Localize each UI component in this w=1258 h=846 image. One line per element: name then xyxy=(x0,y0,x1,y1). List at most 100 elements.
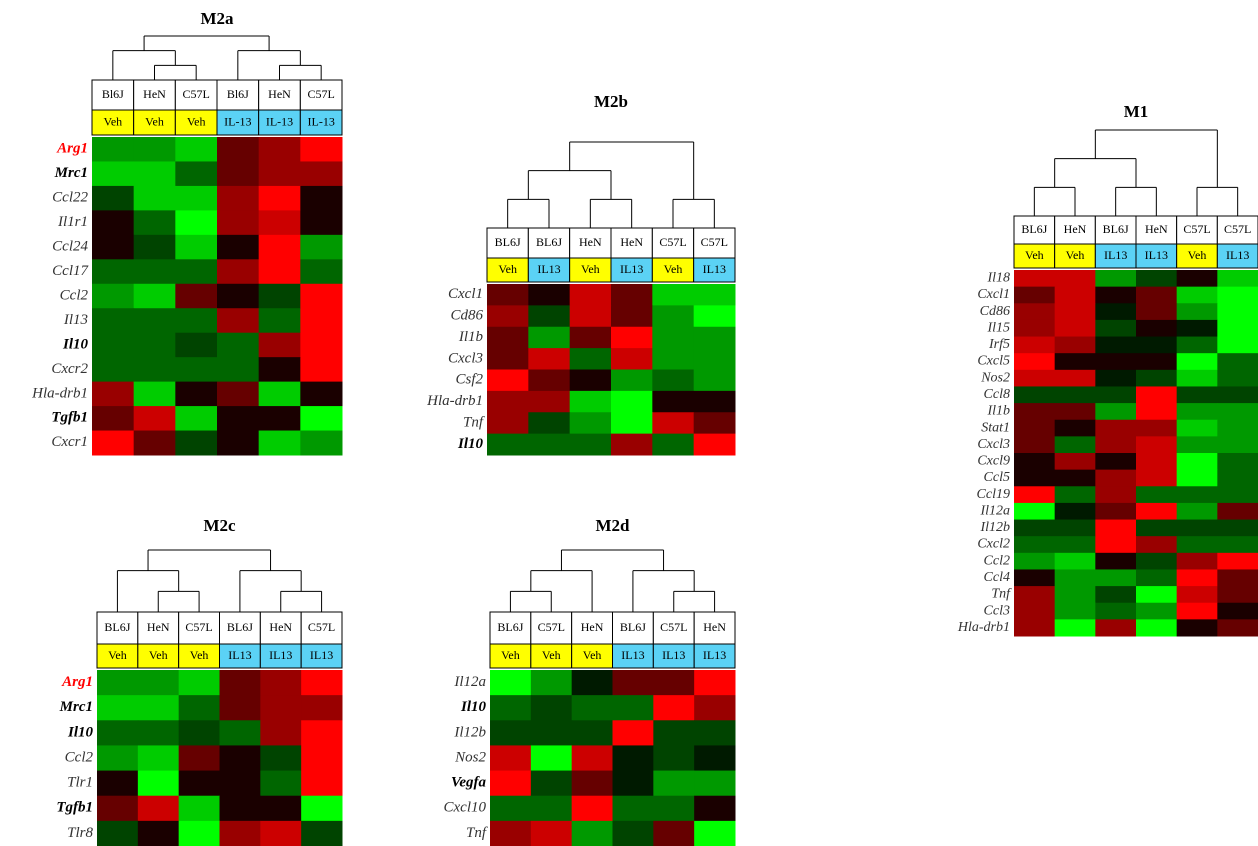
column-header-cell xyxy=(486,227,529,259)
heatmap-cell xyxy=(1176,469,1218,487)
treatment-cell xyxy=(96,643,139,669)
heatmap-cell xyxy=(653,820,695,846)
heatmap-cell xyxy=(1176,319,1218,338)
heatmap-cell xyxy=(133,234,176,260)
heatmap-cell xyxy=(1136,619,1178,637)
heatmap-cell xyxy=(490,745,532,772)
heatmap-cell xyxy=(137,720,180,746)
heatmap-cell xyxy=(694,820,736,846)
heatmap-cell xyxy=(97,795,139,822)
heatmap-cell xyxy=(1136,586,1178,604)
heatmap-cell xyxy=(1054,286,1096,304)
row-label: Ccl4 xyxy=(984,570,1010,585)
heatmap-cell xyxy=(569,305,612,328)
column-header: C57L xyxy=(1183,222,1210,236)
column-header-cell xyxy=(258,79,301,111)
heatmap-cell xyxy=(300,381,343,407)
heatmap-cell xyxy=(217,185,260,211)
treatment-label: IL13 xyxy=(1226,248,1249,262)
treatment-cell xyxy=(1135,243,1178,269)
row-label: Il1b xyxy=(986,404,1010,419)
heatmap-cell xyxy=(528,369,571,392)
heatmap-cell xyxy=(571,770,613,797)
heatmap-cell xyxy=(653,745,695,772)
heatmap-cell xyxy=(1217,436,1258,454)
treatment-cell xyxy=(300,643,343,669)
heatmap-cell xyxy=(1176,519,1218,537)
heatmap-cell xyxy=(1095,286,1137,304)
heatmap-cell xyxy=(1136,403,1178,421)
heatmap-cell xyxy=(528,305,571,328)
column-header: BL6J xyxy=(536,235,562,249)
heatmap-cell xyxy=(178,745,220,772)
heatmap-cell xyxy=(694,670,736,696)
column-header: BL6J xyxy=(620,620,646,634)
heatmap-cell xyxy=(1176,419,1218,437)
heatmap-cell xyxy=(175,185,218,211)
heatmap-cell xyxy=(487,412,529,435)
heatmap-cell xyxy=(301,770,343,797)
heatmap-cell xyxy=(1014,353,1056,371)
heatmap-cell xyxy=(1136,286,1178,304)
heatmap-cell xyxy=(1095,536,1137,554)
row-label: Cxcr2 xyxy=(51,361,88,377)
heatmap-cell xyxy=(1095,502,1137,521)
heatmap-cell xyxy=(137,670,180,696)
heatmap-cell xyxy=(611,348,653,370)
treatment-cell xyxy=(219,643,261,669)
treatment-cell xyxy=(489,643,532,669)
row-label: Il10 xyxy=(67,724,94,740)
heatmap-cell xyxy=(178,720,220,746)
treatment-label: Veh xyxy=(108,648,127,662)
heatmap-cell xyxy=(300,357,343,383)
heatmap-cell xyxy=(1217,453,1258,471)
heatmap-cell xyxy=(571,820,613,846)
heatmap-cell xyxy=(92,332,135,358)
row-label: Tnf xyxy=(466,825,488,841)
heatmap-cell xyxy=(258,357,301,383)
heatmap-cell xyxy=(1136,602,1178,620)
column-header-cell xyxy=(1094,215,1137,245)
column-header: HeN xyxy=(1064,222,1087,236)
column-header-cell xyxy=(178,611,221,645)
row-label: Il12b xyxy=(453,724,486,740)
column-header: HeN xyxy=(143,87,166,101)
heatmap-cell xyxy=(612,670,654,696)
heatmap-cell xyxy=(217,357,260,383)
heatmap-cell xyxy=(260,670,302,696)
heatmap-cell xyxy=(175,137,218,162)
heatmap-cell xyxy=(300,234,343,260)
heatmap-cell xyxy=(1014,536,1056,554)
row-label: Tnf xyxy=(463,414,485,430)
heatmap-cell xyxy=(1176,619,1218,637)
column-header: C57L xyxy=(538,620,565,634)
heatmap-cell xyxy=(693,305,736,328)
row-label: Cxcr1 xyxy=(51,434,88,450)
heatmap-cell xyxy=(1095,586,1137,604)
heatmap-cell xyxy=(1054,419,1096,437)
treatment-label: IL13 xyxy=(228,648,251,662)
heatmap-cell xyxy=(219,820,261,846)
heatmap-cell xyxy=(301,720,343,746)
heatmap-cell xyxy=(92,381,135,407)
heatmap-cell xyxy=(1136,436,1178,454)
row-label: Cxcl9 xyxy=(977,454,1010,469)
heatmap-cell xyxy=(258,259,301,285)
heatmap-cell xyxy=(175,406,218,432)
heatmap-cell xyxy=(1054,486,1096,504)
heatmap-cell xyxy=(1136,453,1178,471)
heatmap-cell xyxy=(490,820,532,846)
heatmap-cell xyxy=(133,430,176,456)
column-header: C57L xyxy=(660,620,687,634)
heatmap-cell xyxy=(92,308,135,334)
column-header: C57L xyxy=(1224,222,1251,236)
column-header: HeN xyxy=(581,620,604,634)
heatmap-cell xyxy=(217,161,260,187)
column-header: C57L xyxy=(701,235,728,249)
row-label: Ccl5 xyxy=(984,470,1010,485)
treatment-label: Veh xyxy=(542,648,561,662)
treatment-label: Veh xyxy=(1025,248,1044,262)
heatmap-cell xyxy=(1176,369,1218,387)
heatmap-cell xyxy=(175,308,218,334)
